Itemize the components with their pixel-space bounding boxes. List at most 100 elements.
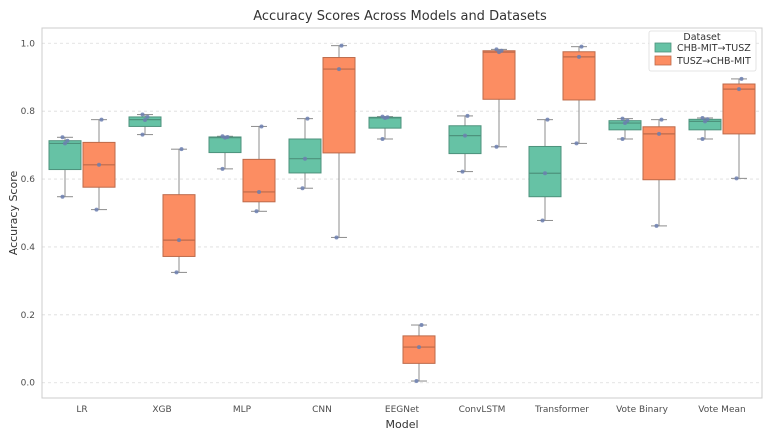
data-point [463,133,467,138]
data-point [494,47,499,52]
box-iqr [722,83,756,135]
data-point [179,147,184,152]
data-point [334,235,339,240]
data-point [220,134,225,139]
x-axis-ticks: LR XGB MLP CNN EEGNet ConvLSTM Transformer Vote… [76,405,745,415]
x-axis-label: Model [385,418,418,431]
box-iqr [482,50,516,100]
data-point [414,379,419,384]
data-point [737,87,741,92]
box-plots [48,43,756,384]
box-vote-mean-series-1 [688,115,722,141]
legend: Dataset CHB-MIT→TUSZ TUSZ→CHB-MIT [648,30,757,72]
data-point [254,209,259,214]
data-point [739,76,744,81]
data-point [494,144,499,149]
box-transformer-series-1 [528,117,562,223]
data-point [65,138,70,143]
box-eegnet-series-2 [402,323,436,384]
data-point [300,186,305,191]
y-tick-label: 1.0 [21,39,36,49]
data-point [303,156,307,161]
data-point [225,134,230,139]
data-point [143,117,147,122]
box-iqr [322,57,356,154]
box-iqr [688,118,722,131]
data-point [499,48,504,53]
data-point [620,137,625,141]
box-transformer-series-2 [562,44,596,146]
data-point [705,117,710,122]
x-tick-label: Vote Binary [616,405,668,415]
data-point [700,137,705,141]
data-point [460,169,465,174]
x-tick-label: ConvLSTM [459,405,506,415]
box-vote-binary-series-1 [608,116,642,141]
y-tick-label: 0.6 [21,175,36,185]
data-point [257,189,261,194]
data-point [417,345,421,350]
data-point [380,137,385,141]
data-point [625,118,630,123]
data-point [545,117,550,122]
box-convlstm-series-1 [448,113,482,174]
data-point [465,113,470,118]
x-tick-label: LR [76,405,87,415]
data-point [657,131,661,136]
data-point [574,141,579,146]
data-point [734,176,739,181]
box-lr-series-1 [48,135,82,199]
box-mlp-series-2 [242,124,276,214]
data-point [337,67,341,72]
data-point [700,115,705,120]
legend-swatch [654,55,672,66]
y-tick-label: 0.0 [21,379,36,389]
box-iqr [288,138,322,174]
legend-title: Dataset [683,32,720,43]
data-point [140,112,145,117]
legend-entry: TUSZ→CHB-MIT [676,56,751,67]
box-iqr [242,158,276,203]
box-lr-series-2 [82,117,116,212]
box-convlstm-series-2 [482,47,516,149]
x-tick-label: XGB [152,405,171,415]
grid-lines [42,42,762,384]
box-iqr [48,140,82,171]
data-point [385,115,390,120]
box-mlp-series-1 [208,134,242,171]
data-point [623,121,627,126]
x-tick-label: CNN [312,405,332,415]
box-vote-mean-series-2 [722,76,756,181]
y-tick-label: 0.2 [21,311,35,321]
x-tick-label: MLP [233,405,252,415]
x-tick-label: Vote Mean [698,405,745,415]
data-point [60,135,65,140]
box-cnn-series-2 [322,43,356,240]
data-point [577,54,581,59]
data-point [305,116,310,121]
data-point [659,117,664,122]
legend-frame [648,30,757,72]
y-tick-label: 0.8 [21,107,36,117]
box-vote-binary-series-2 [642,117,676,228]
data-point [419,323,424,328]
data-point [620,116,625,121]
y-axis-ticks: 0.0 0.2 0.4 0.6 0.8 1.0 [21,39,36,388]
box-iqr [448,125,482,155]
box-iqr [162,194,196,257]
box-xgb-series-1 [128,112,162,137]
data-point [97,162,101,167]
data-point [145,114,150,119]
data-point [220,166,225,171]
data-point [543,171,547,176]
legend-entry: CHB-MIT→TUSZ [677,43,751,54]
x-tick-label: EEGNet [385,405,420,415]
data-point [94,207,99,212]
chart-title: Accuracy Scores Across Models and Datase… [253,9,547,24]
box-iqr [402,335,436,364]
box-cnn-series-1 [288,116,322,191]
data-point [259,124,264,129]
x-tick-label: Transformer [534,405,589,415]
box-iqr [562,51,596,101]
